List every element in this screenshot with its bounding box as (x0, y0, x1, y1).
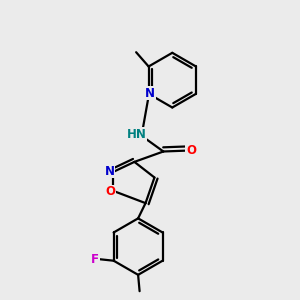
Text: N: N (105, 165, 115, 178)
Text: O: O (105, 185, 115, 198)
Text: O: O (186, 144, 196, 157)
Text: HN: HN (127, 128, 147, 141)
Text: N: N (145, 87, 155, 100)
Text: F: F (91, 253, 99, 266)
